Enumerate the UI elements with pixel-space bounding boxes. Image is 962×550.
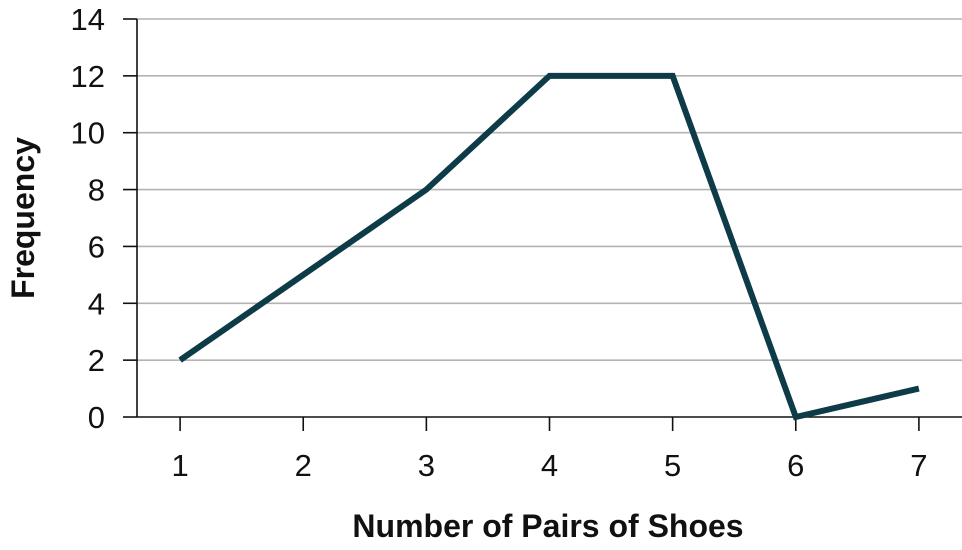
- series-layer: [178, 72, 920, 421]
- series-line: [178, 72, 920, 421]
- axes: [123, 18, 962, 431]
- y-tick-label: 6: [88, 229, 105, 264]
- y-tick-label: 4: [88, 286, 105, 321]
- x-tick-label: 1: [171, 448, 188, 483]
- x-tick-label: 2: [295, 448, 312, 483]
- y-tick-label: 12: [71, 59, 105, 94]
- x-axis-title: Number of Pairs of Shoes: [352, 508, 743, 544]
- y-tick-label: 10: [71, 116, 105, 151]
- y-tick-label: 2: [88, 343, 105, 378]
- y-tick-label: 0: [88, 400, 105, 435]
- y-tick-label: 14: [71, 2, 105, 37]
- x-tick-label: 7: [910, 448, 927, 483]
- grid-lines: [137, 18, 962, 361]
- y-tick-label: 8: [88, 173, 105, 208]
- x-tick-label: 5: [664, 448, 681, 483]
- y-axis-title: Frequency: [5, 137, 41, 299]
- y-tick-labels: 0 2 4 6 8 10 12 14: [71, 2, 105, 435]
- x-tick-label: 6: [787, 448, 804, 483]
- x-tick-label: 3: [418, 448, 435, 483]
- x-tick-label: 4: [541, 448, 558, 483]
- x-tick-labels: 1 2 3 4 5 6 7: [171, 448, 927, 483]
